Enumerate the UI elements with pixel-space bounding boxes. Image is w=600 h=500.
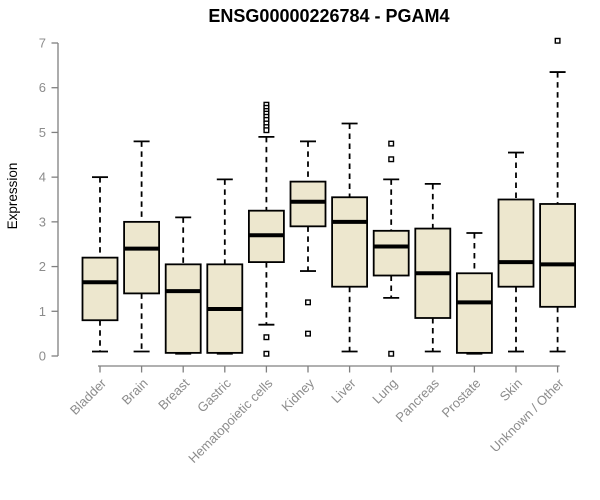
box-brain bbox=[123, 140, 160, 353]
y-tick-label: 7 bbox=[39, 36, 46, 51]
x-tick-label: Lung bbox=[369, 376, 400, 407]
x-tick-label: Skin bbox=[497, 376, 525, 404]
x-tick-label: Brain bbox=[119, 376, 151, 408]
y-tick-label: 6 bbox=[39, 80, 46, 95]
box-skin bbox=[497, 151, 535, 353]
outlier-point bbox=[388, 140, 395, 147]
x-tick-label: Unknown / Other bbox=[487, 375, 567, 455]
iqr-box bbox=[289, 180, 327, 228]
chart-title: ENSG00000226784 - PGAM4 bbox=[208, 6, 449, 26]
iqr-box bbox=[539, 203, 576, 308]
x-tick-label: Kidney bbox=[278, 375, 317, 414]
y-tick-label: 4 bbox=[39, 170, 46, 185]
outlier-point bbox=[305, 330, 312, 337]
outlier-point bbox=[554, 37, 561, 44]
box-breast bbox=[164, 216, 202, 355]
iqr-box bbox=[331, 196, 369, 288]
outlier-point bbox=[263, 334, 270, 341]
iqr-box bbox=[497, 198, 535, 288]
x-tick-label: Pancreas bbox=[392, 375, 442, 425]
outlier-point bbox=[263, 127, 270, 134]
box-hematopoietic-cells bbox=[247, 101, 285, 357]
box-gastric bbox=[206, 178, 244, 355]
y-tick-label: 3 bbox=[39, 214, 46, 229]
y-tick-label: 0 bbox=[39, 349, 46, 364]
x-tick-label: Bladder bbox=[67, 375, 110, 418]
box-pancreas bbox=[414, 182, 452, 353]
box-series bbox=[81, 37, 576, 357]
outlier-point bbox=[388, 156, 395, 163]
iqr-box bbox=[455, 272, 493, 354]
outlier-point bbox=[305, 299, 312, 306]
outlier-point bbox=[388, 350, 395, 357]
y-axis-label: Expression bbox=[5, 163, 20, 230]
iqr-box bbox=[372, 229, 410, 277]
x-tick-label: Breast bbox=[155, 375, 192, 412]
y-tick-label: 5 bbox=[39, 125, 46, 140]
x-tick-label: Liver bbox=[328, 375, 359, 406]
box-liver bbox=[331, 122, 369, 353]
x-tick-label: Prostate bbox=[439, 376, 484, 421]
iqr-box bbox=[164, 263, 202, 354]
box-kidney bbox=[289, 140, 327, 337]
y-tick-label: 2 bbox=[39, 259, 46, 274]
box-bladder bbox=[81, 176, 119, 353]
box-prostate bbox=[455, 232, 493, 355]
x-tick-label: Gastric bbox=[194, 375, 234, 415]
iqr-box bbox=[123, 220, 160, 295]
box-lung bbox=[372, 140, 410, 357]
box-unknown-other bbox=[539, 37, 576, 353]
outlier-point bbox=[263, 350, 270, 357]
y-tick-label: 1 bbox=[39, 304, 46, 319]
iqr-box bbox=[81, 256, 119, 322]
